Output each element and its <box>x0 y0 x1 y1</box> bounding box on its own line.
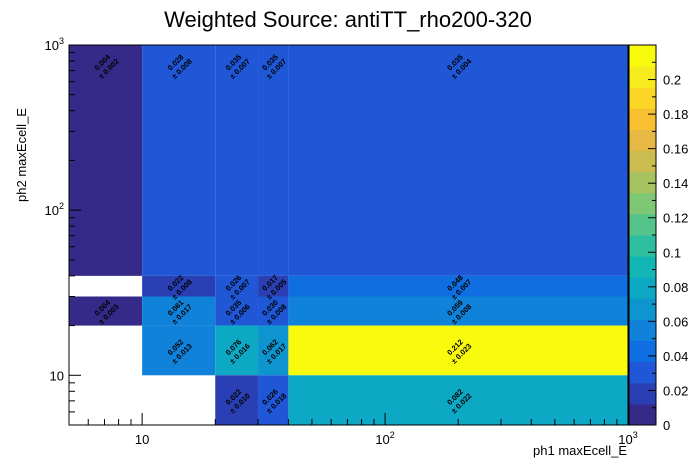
x-tick-label: 10 <box>135 432 149 447</box>
colorbar-band <box>629 277 656 299</box>
heatmap-cell <box>288 296 628 326</box>
heatmap-cell <box>215 275 259 297</box>
heatmap-cell <box>288 325 628 376</box>
x-tick-label: 103 <box>618 430 637 447</box>
colorbar-band <box>629 66 656 88</box>
y-axis-label: ph2 maxEcell_E <box>14 108 29 202</box>
colorbar-tick-label: 0.2 <box>663 73 681 88</box>
heatmap-cell <box>258 325 289 376</box>
colorbar-tick-label: 0.04 <box>663 349 688 364</box>
chart-title: Weighted Source: antiTT_rho200-320 <box>164 7 532 32</box>
plot-frame <box>68 44 629 426</box>
y-tick-label: 102 <box>45 201 64 218</box>
x-tick-label: 102 <box>375 430 394 447</box>
colorbar-tick-label: 0 <box>663 418 670 433</box>
heatmap-cell <box>215 45 259 276</box>
y-tick-label: 10 <box>50 368 64 383</box>
heatmap-cell <box>142 45 216 276</box>
heatmap-cell <box>142 296 216 326</box>
colorbar-band <box>629 256 656 278</box>
colorbar-band <box>629 150 656 173</box>
colorbar-band <box>629 382 656 405</box>
colorbar-tick-label: 0.08 <box>663 280 688 295</box>
colorbar-tick-label: 0.1 <box>663 245 681 260</box>
colorbar-band <box>629 45 656 67</box>
colorbar-band <box>629 298 656 320</box>
x-axis-label: ph1 maxEcell_E <box>533 443 627 458</box>
colorbar-band <box>629 213 656 236</box>
colorbar-band <box>629 87 656 109</box>
colorbar-band <box>629 319 656 342</box>
heatmap-cell <box>258 45 289 276</box>
y-axis: 10 102 103 <box>45 36 81 426</box>
colorbar-band <box>629 403 656 426</box>
heatmap-cell <box>288 275 628 297</box>
y-tick-label: 103 <box>45 36 64 53</box>
heatmap-cell <box>142 275 216 297</box>
heatmap-cell <box>258 375 289 425</box>
heatmap-cell <box>69 296 143 326</box>
colorbar-tick-label: 0.18 <box>663 107 688 122</box>
colorbar-band <box>629 129 656 152</box>
colorbar-tick-label: 0.14 <box>663 176 688 191</box>
x-axis: 10 102 103 <box>68 413 638 447</box>
colorbar-band <box>629 171 656 194</box>
colorbar-tick-label: 0.16 <box>663 142 688 157</box>
heatmap-cell <box>215 325 259 376</box>
heatmap-cells <box>69 45 628 425</box>
colorbar-band <box>629 361 656 384</box>
heatmap-cell <box>69 45 143 276</box>
colorbar-band <box>629 235 656 257</box>
colorbar: 0 0.02 0.04 0.06 0.08 0.1 0.12 0.14 0.16 0.18 0.2 <box>628 44 688 433</box>
heatmap-cell <box>215 296 259 326</box>
colorbar-band <box>629 192 656 215</box>
heatmap-cell <box>258 296 289 326</box>
heatmap-cell <box>288 45 628 276</box>
heatmap-cell <box>215 375 259 425</box>
colorbar-tick-label: 0.02 <box>663 383 688 398</box>
colorbar-band <box>629 340 656 363</box>
colorbar-tick-label: 0.12 <box>663 211 688 226</box>
heatmap-cell <box>142 325 216 376</box>
heatmap-cell <box>258 275 289 297</box>
colorbar-band <box>629 108 656 130</box>
colorbar-tick-label: 0.06 <box>663 314 688 329</box>
heatmap-cell <box>288 375 628 425</box>
